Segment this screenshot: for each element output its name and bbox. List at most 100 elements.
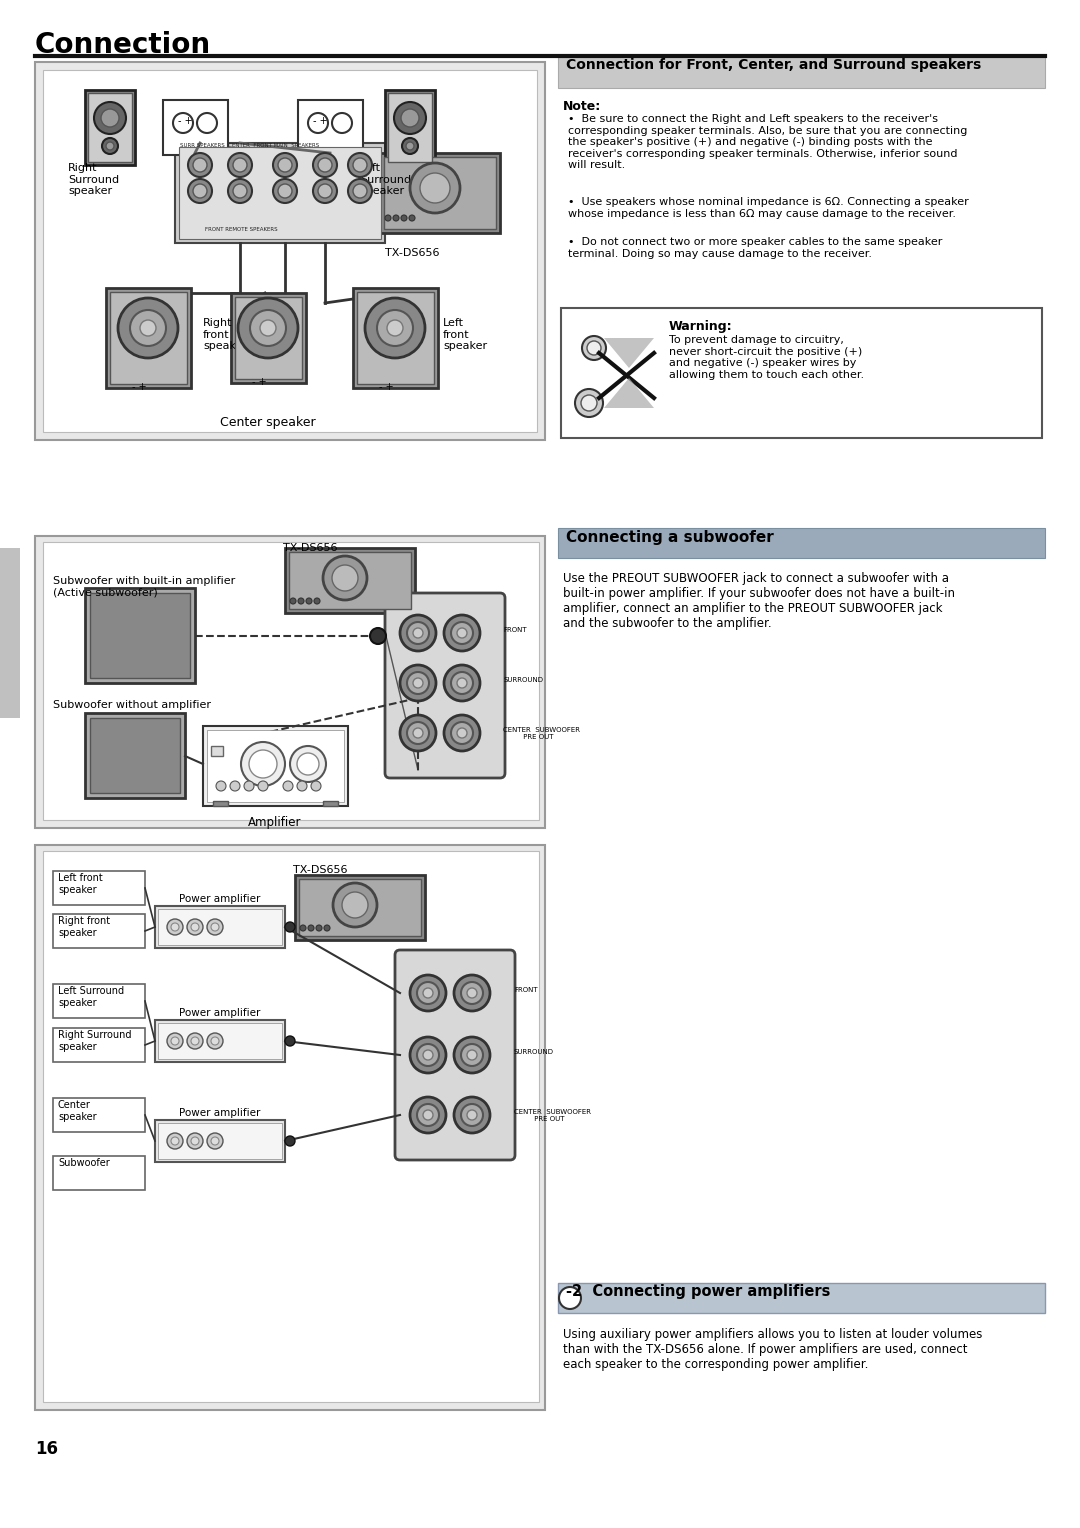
Circle shape xyxy=(581,396,597,411)
Bar xyxy=(211,746,222,756)
Circle shape xyxy=(285,1036,295,1047)
Circle shape xyxy=(444,665,480,701)
Circle shape xyxy=(342,892,368,918)
Text: Using auxiliary power amplifiers allows you to listen at louder volumes
than wit: Using auxiliary power amplifiers allows … xyxy=(563,1328,983,1371)
Bar xyxy=(285,549,415,613)
Text: Amplifier: Amplifier xyxy=(248,816,301,830)
Text: SURR SPEAKERS  CENTER  FRONT MAIN  SPEAKERS: SURR SPEAKERS CENTER FRONT MAIN SPEAKERS xyxy=(180,144,320,148)
Circle shape xyxy=(171,1038,179,1045)
Circle shape xyxy=(413,727,423,738)
Circle shape xyxy=(167,1132,183,1149)
Circle shape xyxy=(410,163,460,212)
FancyBboxPatch shape xyxy=(384,593,505,778)
Bar xyxy=(561,309,1042,439)
Circle shape xyxy=(308,924,314,931)
Circle shape xyxy=(211,1038,219,1045)
Circle shape xyxy=(387,319,403,336)
Text: •  Use speakers whose nominal impedance is 6Ω. Connecting a speaker
whose impeda: • Use speakers whose nominal impedance i… xyxy=(568,197,969,219)
Bar xyxy=(558,1284,1045,1313)
Circle shape xyxy=(211,1137,219,1144)
Circle shape xyxy=(260,319,276,336)
Circle shape xyxy=(348,153,372,177)
Bar xyxy=(43,70,537,432)
Bar xyxy=(35,536,545,828)
Bar xyxy=(85,588,195,683)
Circle shape xyxy=(130,310,166,345)
Bar xyxy=(390,597,500,773)
Circle shape xyxy=(454,1038,490,1073)
Circle shape xyxy=(308,113,328,133)
Circle shape xyxy=(173,113,193,133)
Circle shape xyxy=(291,746,326,782)
Circle shape xyxy=(401,108,419,127)
Circle shape xyxy=(94,102,126,134)
Circle shape xyxy=(291,597,296,604)
Text: TX-DS656: TX-DS656 xyxy=(384,248,440,258)
Bar xyxy=(85,90,135,165)
Bar xyxy=(558,57,1045,89)
Bar xyxy=(0,549,21,718)
Circle shape xyxy=(423,1109,433,1120)
Circle shape xyxy=(228,153,252,177)
Text: Warning:: Warning: xyxy=(669,319,732,333)
Circle shape xyxy=(118,298,178,358)
Circle shape xyxy=(401,215,407,222)
Circle shape xyxy=(285,1135,295,1146)
Bar xyxy=(43,851,539,1403)
Bar xyxy=(388,93,432,162)
Circle shape xyxy=(377,310,413,345)
Bar xyxy=(384,90,435,165)
Circle shape xyxy=(273,179,297,203)
Circle shape xyxy=(444,715,480,750)
Bar xyxy=(400,955,510,1155)
Text: Subwoofer with built-in amplifier
(Active subwoofer): Subwoofer with built-in amplifier (Activ… xyxy=(53,576,235,597)
Circle shape xyxy=(316,924,322,931)
Circle shape xyxy=(249,310,286,345)
Circle shape xyxy=(582,336,606,361)
Circle shape xyxy=(407,622,429,643)
Text: Use the PREOUT SUBWOOFER jack to connect a subwoofer with a
built-in power ampli: Use the PREOUT SUBWOOFER jack to connect… xyxy=(563,571,955,630)
Circle shape xyxy=(467,1050,477,1060)
Circle shape xyxy=(297,753,319,775)
Circle shape xyxy=(332,113,352,133)
Bar xyxy=(203,726,348,805)
Circle shape xyxy=(420,173,450,203)
Text: To prevent damage to circuitry,
never short-circuit the positive (+)
and negativ: To prevent damage to circuitry, never sh… xyxy=(669,335,864,380)
Text: - +: - + xyxy=(379,382,393,393)
Circle shape xyxy=(233,157,247,173)
Circle shape xyxy=(400,614,436,651)
Bar xyxy=(213,801,228,805)
Text: Connecting a subwoofer: Connecting a subwoofer xyxy=(566,530,773,545)
Bar xyxy=(163,99,228,154)
Text: TX-DS656: TX-DS656 xyxy=(283,542,337,553)
Circle shape xyxy=(410,975,446,1012)
Circle shape xyxy=(278,157,292,173)
Text: Center
speaker: Center speaker xyxy=(58,1100,96,1122)
FancyBboxPatch shape xyxy=(395,950,515,1160)
Bar xyxy=(384,157,496,229)
Text: Connection for Front, Center, and Surround speakers: Connection for Front, Center, and Surrou… xyxy=(566,58,982,72)
Circle shape xyxy=(323,556,367,601)
Text: Left
Surround
speaker: Left Surround speaker xyxy=(360,163,411,196)
Bar xyxy=(87,93,132,162)
Circle shape xyxy=(233,183,247,199)
Bar xyxy=(35,63,545,440)
Bar xyxy=(289,552,411,610)
Circle shape xyxy=(353,157,367,173)
Circle shape xyxy=(191,923,199,931)
Bar xyxy=(53,1028,145,1062)
Circle shape xyxy=(467,1109,477,1120)
Text: Right Surround
speaker: Right Surround speaker xyxy=(58,1030,132,1051)
Circle shape xyxy=(102,138,118,154)
Bar xyxy=(90,593,190,678)
Circle shape xyxy=(348,179,372,203)
Circle shape xyxy=(461,983,483,1004)
Circle shape xyxy=(461,1044,483,1067)
Bar xyxy=(156,1021,285,1062)
Circle shape xyxy=(400,665,436,701)
Bar xyxy=(380,153,500,232)
Circle shape xyxy=(297,781,307,792)
Circle shape xyxy=(193,157,207,173)
Bar xyxy=(53,914,145,947)
Circle shape xyxy=(423,1050,433,1060)
